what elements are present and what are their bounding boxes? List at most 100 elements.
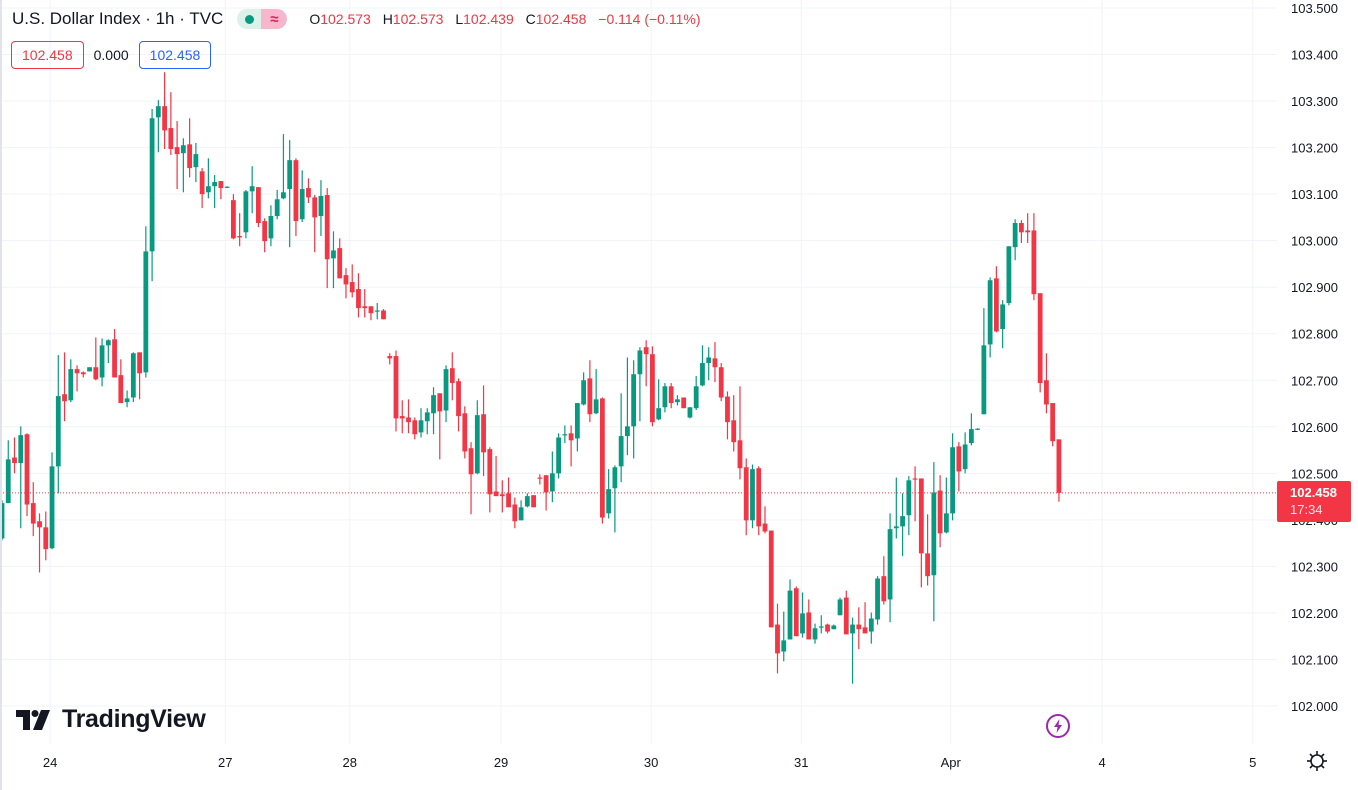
candle <box>224 186 230 189</box>
candle-body <box>781 640 787 652</box>
candle-body <box>212 182 218 187</box>
candle <box>306 178 311 203</box>
candle-body <box>656 408 662 420</box>
candle <box>337 238 343 279</box>
candle-body <box>268 216 274 239</box>
candle <box>637 347 643 422</box>
candle-body <box>237 236 243 238</box>
candle <box>130 352 136 403</box>
candle-body <box>950 447 956 514</box>
tradingview-logo[interactable]: TradingView <box>16 705 206 734</box>
candle <box>1025 213 1031 243</box>
price-tick-label: 103.400 <box>1291 48 1338 63</box>
candle <box>256 187 261 228</box>
candle-body <box>368 306 374 314</box>
candle-body <box>262 221 268 242</box>
price-tick-label: 102.600 <box>1291 420 1338 435</box>
candle <box>556 433 562 479</box>
candle-body <box>180 145 186 154</box>
candle <box>756 466 762 536</box>
candle-body <box>381 310 386 320</box>
candle <box>431 387 436 435</box>
candle-body <box>230 200 236 239</box>
buy-button[interactable]: 102.458 <box>138 41 212 69</box>
candle <box>612 465 618 533</box>
price-tick-label: 103.000 <box>1291 234 1338 249</box>
candle-body <box>1044 380 1049 405</box>
candle-body <box>1037 293 1043 384</box>
candle <box>581 372 587 406</box>
candle-body <box>906 480 912 516</box>
candle-body <box>737 440 743 469</box>
candle-body <box>62 394 67 402</box>
price-tick-label: 102.100 <box>1291 652 1338 667</box>
candle-body <box>987 280 993 345</box>
open-value: 102.573 <box>320 11 371 27</box>
candle <box>118 359 124 404</box>
candle <box>406 399 411 434</box>
candle-body <box>443 369 449 411</box>
candle-body <box>862 627 868 634</box>
candle <box>656 379 662 421</box>
status-pill[interactable]: ≈ <box>237 9 288 29</box>
candle <box>243 189 249 239</box>
candle <box>862 602 868 634</box>
price-tick-label: 102.800 <box>1291 327 1338 342</box>
lightning-icon[interactable] <box>1046 714 1070 738</box>
candle-body <box>718 367 724 398</box>
candle <box>837 597 843 616</box>
candle <box>0 500 5 541</box>
candle <box>393 350 399 432</box>
candle <box>893 477 899 539</box>
candle-body <box>793 588 799 637</box>
close-value: 102.458 <box>535 11 587 27</box>
candle <box>249 166 255 214</box>
candle <box>625 357 630 456</box>
candle-body <box>130 353 136 398</box>
candle <box>43 511 49 561</box>
candle <box>262 218 268 253</box>
candle <box>868 612 874 644</box>
spread-value: 0.000 <box>93 47 129 63</box>
candle <box>806 599 812 640</box>
candle-body <box>1019 222 1024 233</box>
candle-body <box>155 106 161 118</box>
candle <box>1012 219 1018 261</box>
price-axis[interactable]: 103.500 103.400 103.300 103.200 103.100 103.0… <box>1291 1 1338 714</box>
candle <box>1031 213 1037 301</box>
candle <box>593 369 599 415</box>
candle <box>825 623 830 634</box>
candle <box>793 586 799 637</box>
candle-body <box>218 181 224 189</box>
candle-body <box>187 144 193 169</box>
candle <box>74 365 80 392</box>
candle <box>149 108 155 282</box>
candle-body <box>68 369 74 401</box>
symbol-title[interactable]: U.S. Dollar Index · 1h · TVC <box>12 9 224 28</box>
time-axis[interactable]: 24 27 28 29 30 31 Apr 4 5 <box>43 755 1256 770</box>
settings-gear-icon[interactable] <box>1305 749 1329 773</box>
price-tick-label: 102.200 <box>1291 606 1338 621</box>
candle <box>737 386 743 480</box>
candle-body <box>387 356 393 359</box>
candle-body <box>756 468 762 527</box>
candle <box>481 385 486 477</box>
candle <box>993 266 999 333</box>
candle-body <box>349 282 355 293</box>
candle <box>1044 353 1049 414</box>
candle-body <box>287 160 293 190</box>
candle-body <box>256 187 261 223</box>
sell-button[interactable]: 102.458 <box>11 41 84 69</box>
candle-body <box>662 386 668 408</box>
high-value: 102.573 <box>392 11 444 27</box>
candle-body <box>431 395 436 414</box>
price-tick-label: 102.300 <box>1291 559 1338 574</box>
candle-body <box>743 467 749 521</box>
candle-body <box>199 171 205 195</box>
candle-body <box>543 475 549 493</box>
candle <box>230 194 236 240</box>
candle-body <box>631 374 637 427</box>
bar-countdown: 17:34 <box>1290 502 1323 517</box>
candle <box>137 352 142 400</box>
